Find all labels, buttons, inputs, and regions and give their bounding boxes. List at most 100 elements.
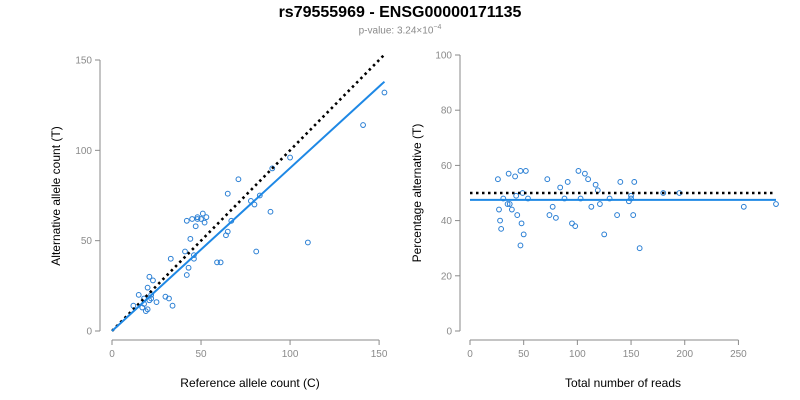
data-point [142,308,149,315]
data-point [518,220,525,227]
data-point [192,223,199,230]
y-tick-label: 100 [75,146,92,157]
y-tick-label: 50 [81,236,93,247]
data-point [564,179,571,185]
data-point [561,195,568,202]
allele-count-panel: 0 50 100 150 0 50 100 150 Reference allele count… [49,53,388,390]
data-point [189,216,196,222]
x-tick-label: 250 [730,349,747,360]
data-point [513,192,520,199]
data-point [256,192,263,199]
data-point [569,220,575,227]
data-point [150,277,156,284]
y-tick-label: 80 [441,106,453,117]
data-point [224,228,231,235]
data-point [269,165,276,172]
data-point [251,201,258,208]
data-point [183,217,190,224]
data-point [740,203,747,210]
data-point [360,122,366,128]
x-tick-label: 100 [569,349,586,360]
data-point [606,195,613,202]
data-point [630,212,637,218]
y-tick-label: 20 [441,271,453,282]
data-point [167,255,174,262]
x-axis-label: Total number of reads [565,376,681,390]
y-tick-label: 100 [435,51,452,62]
data-point [198,216,204,222]
data-point [235,176,242,183]
x-tick-label: 50 [195,349,207,360]
data-point [517,168,524,174]
data-point [546,212,553,218]
data-point [267,208,274,215]
data-point [601,231,608,238]
y-tick-label: 0 [86,327,92,338]
data-point [572,223,579,230]
data-point [224,190,231,197]
data-point [497,217,503,224]
p-value-subtitle: p-value: 3.24×10−4 [0,24,800,36]
data-point [130,302,137,309]
x-tick-label: 100 [282,349,299,360]
data-point [552,214,559,221]
data-point [187,235,194,242]
y-tick-label: 150 [75,56,92,67]
x-tick-label: 50 [518,349,530,360]
data-point [166,295,172,302]
data-point [631,179,638,185]
x-tick-label: 0 [109,349,115,360]
data-point [557,184,564,191]
data-point [144,284,151,291]
p-value-exponent: −4 [433,24,442,31]
data-point [203,214,210,221]
y-tick-label: 60 [441,161,453,172]
x-axis-label: Reference allele count (C) [180,376,319,390]
data-point [287,154,293,161]
data-point [146,273,153,280]
x-tick-label: 150 [623,349,640,360]
data-point [194,216,201,222]
y-axis-label: Alternative allele count (T) [49,126,63,265]
data-point [544,176,551,183]
data-point [183,272,190,278]
data-point [217,259,224,266]
data-point [498,225,505,232]
data-point [517,242,524,249]
data-point [520,231,527,238]
fit-line [111,80,386,332]
data-point [773,201,779,207]
data-point [628,195,634,202]
x-tick-label: 200 [676,349,693,360]
data-point [169,302,176,309]
data-point [660,190,667,196]
data-point [135,291,142,298]
data-point [185,264,192,271]
data-point [496,206,502,213]
y-axis-label: Percentage alternative (T) [410,124,424,263]
data-point [495,176,501,183]
data-point [201,219,208,226]
data-point [588,203,595,210]
data-point [522,168,529,174]
data-point [506,201,513,207]
data-point [144,306,151,313]
y-tick-label: 0 [446,327,452,338]
data-point [577,195,584,202]
data-point [597,201,603,207]
reference-line [111,53,386,332]
data-point [381,89,388,96]
data-point [636,245,643,252]
x-tick-label: 150 [371,349,388,360]
data-point [525,195,531,202]
p-value-text: p-value: 3.24×10 [358,25,434,37]
data-point [617,179,624,185]
data-point [614,212,620,218]
y-tick-label: 40 [441,216,453,227]
chart-title: rs79555969 - ENSG00000171135 [278,4,522,21]
data-point [514,212,521,218]
data-point [575,168,582,174]
percentage-panel: 0 50 100 150 200 250 0 20 40 60 80 100 Total number … [410,51,779,390]
data-point [505,170,512,177]
